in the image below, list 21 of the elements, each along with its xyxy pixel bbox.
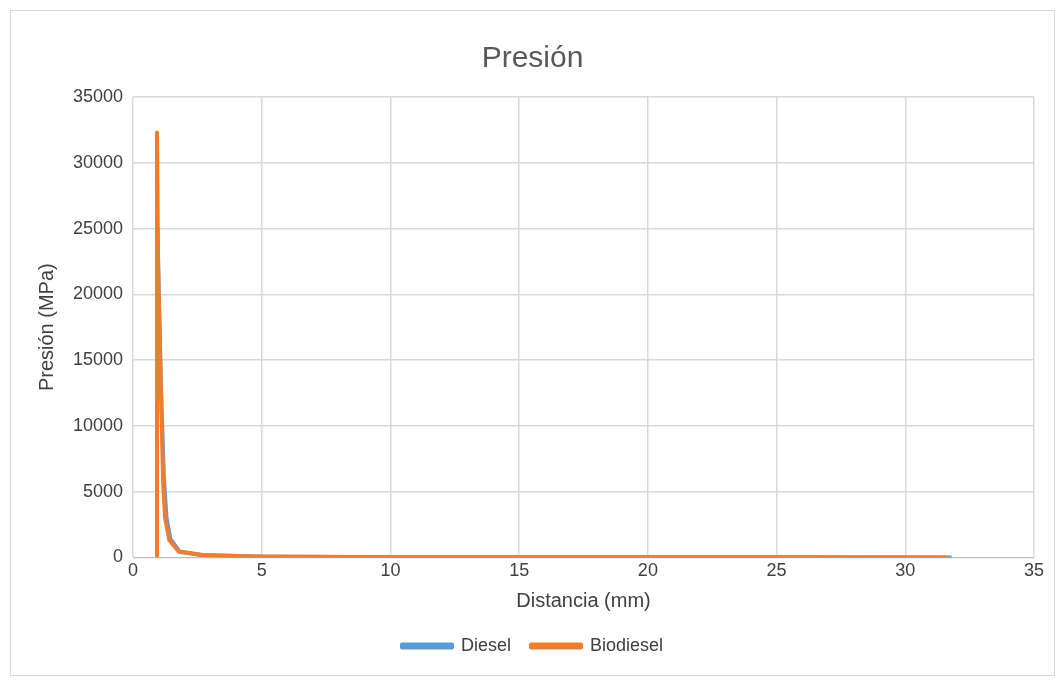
x-tick-label: 20 <box>637 560 658 581</box>
x-tick-label: 10 <box>380 560 401 581</box>
y-tick-label: 15000 <box>72 349 124 370</box>
y-tick-label: 20000 <box>72 283 124 304</box>
legend-label: Biodiesel <box>589 634 664 655</box>
y-axis-title: Presión (MPa) <box>34 263 57 392</box>
x-axis-title: Distancia (mm) <box>516 588 651 611</box>
y-tick-label: 30000 <box>72 151 124 172</box>
chart-title: Presión <box>481 40 584 74</box>
y-tick-label: 0 <box>113 546 124 567</box>
legend-label: Diesel <box>460 634 511 655</box>
x-tick-label: 15 <box>509 560 530 581</box>
x-tick-label: 30 <box>895 560 916 581</box>
y-tick-label: 25000 <box>72 217 124 238</box>
y-tick-label: 35000 <box>72 85 124 106</box>
y-tick-label: 5000 <box>83 480 124 501</box>
x-tick-label: 25 <box>766 560 787 581</box>
y-tick-label: 10000 <box>72 414 124 435</box>
x-tick-label: 35 <box>1023 560 1045 581</box>
x-tick-label: 5 <box>256 560 267 581</box>
x-tick-label: 0 <box>128 560 139 581</box>
